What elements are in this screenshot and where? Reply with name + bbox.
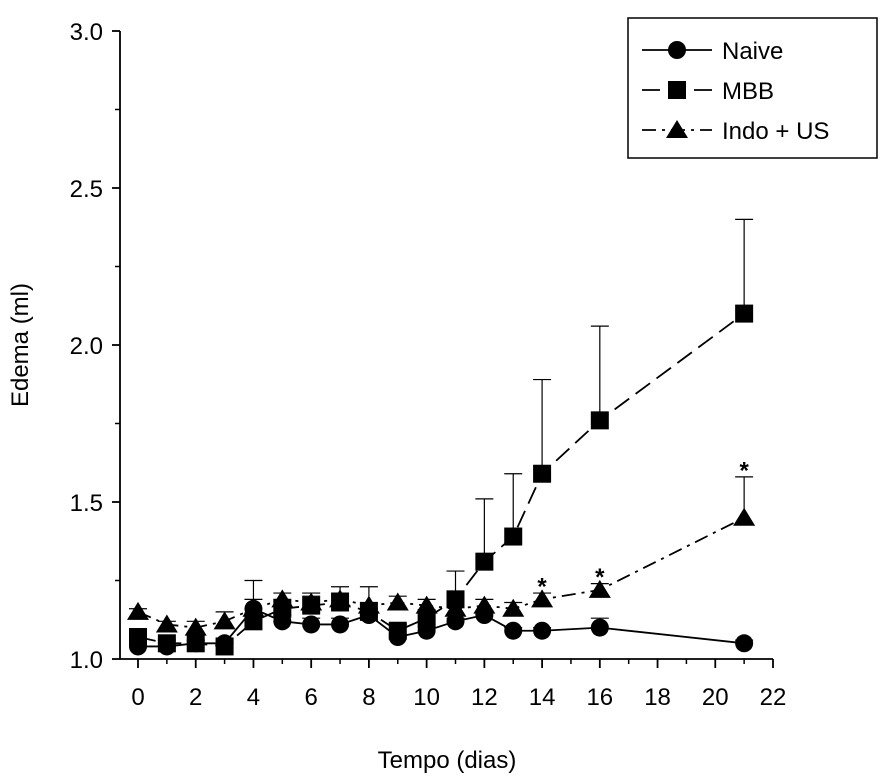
series-line-indo-us [137,516,745,629]
point-mbb [186,634,205,653]
point-indo-us [155,614,178,633]
point-naive [302,615,321,634]
point-naive [735,634,754,653]
x-tick-label: 22 [760,684,787,711]
y-axis-title: Edema (ml) [7,283,34,407]
point-indo-us [473,595,496,614]
x-tick-label: 18 [644,684,671,711]
x-axis-ticks: 0 2 4 6 8 10 12 14 16 18 20 22 [131,659,786,711]
point-mbb [129,628,147,647]
point-indo-us [300,592,323,611]
x-tick-label: 10 [413,684,440,711]
y-tick-label: 1.0 [70,647,103,674]
series-line-mbb [137,312,745,648]
x-tick-label: 16 [586,684,613,711]
point-indo-us [531,589,554,608]
y-tick-label: 2.5 [70,176,103,203]
x-tick-label: 6 [305,684,318,711]
legend-label-indo-us: Indo + US [722,118,829,145]
x-axis-title: Tempo (dias) [378,747,517,774]
y-tick-label: 1.5 [70,490,103,517]
legend-marker-naive [668,41,686,59]
point-indo-us [127,601,149,620]
point-naive [446,612,465,631]
point-indo-us [733,507,756,526]
x-tick-label: 4 [247,684,260,711]
point-indo-us [444,598,467,617]
point-indo-us [415,595,438,614]
point-naive [504,621,523,640]
point-indo-us [184,617,207,636]
point-mbb [417,609,436,628]
point-indo-us [386,592,409,611]
significance-star: * [739,457,749,484]
point-mbb [735,304,754,323]
point-mbb [215,637,234,656]
legend-label-mbb: MBB [722,78,774,105]
x-tick-label: 20 [702,684,729,711]
point-mbb [590,411,609,430]
x-tick-label: 14 [529,684,556,711]
point-naive [590,618,609,637]
point-mbb [244,612,263,631]
point-mbb [157,634,176,653]
point-mbb [533,464,552,483]
point-mbb [388,621,407,640]
point-indo-us [242,598,265,617]
point-indo-us [357,595,380,614]
y-axis-ticks: 1.0 1.5 2.0 2.5 3.0 [70,19,120,674]
x-tick-label: 8 [362,684,375,711]
x-tick-label: 2 [189,684,202,711]
point-indo-us [271,589,294,608]
significance-annotations: * * * [537,457,749,600]
x-tick-label: 0 [131,684,144,711]
point-mbb [475,552,494,571]
error-bars [129,218,754,647]
significance-star: * [595,564,605,591]
point-indo-us [213,611,236,630]
x-tick-label: 12 [471,684,498,711]
legend-marker-indo-us [666,120,688,138]
point-naive [533,621,552,640]
point-naive [331,615,350,634]
point-indo-us [502,598,525,617]
legend: Naive MBB Indo + US [627,17,878,159]
series-lines [137,312,745,648]
point-indo-us [329,589,352,608]
series-markers [127,304,756,656]
legend-marker-mbb [668,81,686,99]
y-tick-label: 3.0 [70,19,103,46]
point-indo-us [588,579,611,598]
legend-label-naive: Naive [722,38,783,65]
point-mbb [504,527,523,546]
y-tick-label: 2.0 [70,333,103,360]
significance-star: * [537,574,547,601]
